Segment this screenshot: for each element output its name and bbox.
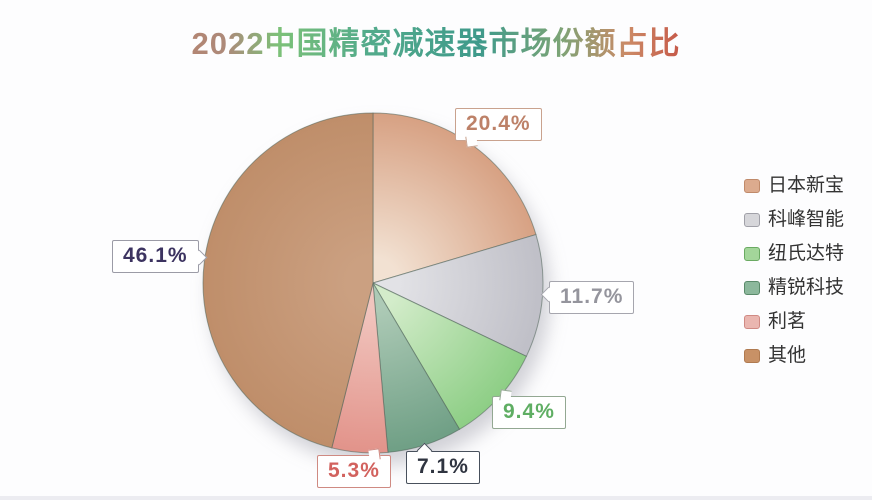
legend-item-2[interactable]: 纽氏达特 [744, 243, 844, 265]
legend-item-5[interactable]: 其他 [744, 345, 844, 367]
chart-title: 2022中国精密减速器市场份额占比 [0, 18, 872, 63]
pie-slice-5[interactable] [202, 112, 374, 449]
legend-item-3[interactable]: 精锐科技 [744, 277, 844, 299]
data-label-3: 7.1% [406, 442, 480, 485]
legend: 日本新宝科峰智能纽氏达特精锐科技利茗其他 [744, 175, 844, 367]
legend-swatch [744, 281, 760, 295]
legend-swatch [744, 179, 760, 193]
legend-swatch [744, 349, 760, 363]
data-label-value: 9.4% [503, 400, 555, 423]
legend-swatch [744, 315, 760, 329]
legend-label: 日本新宝 [768, 175, 845, 196]
data-label-value: 46.1% [123, 244, 188, 267]
legend-item-1[interactable]: 科峰智能 [744, 209, 844, 231]
legend-label: 其他 [768, 345, 807, 366]
legend-label: 纽氏达特 [768, 243, 845, 264]
data-label-2: 9.4% [492, 389, 566, 430]
data-label-4: 5.3% [317, 448, 391, 489]
legend-item-0[interactable]: 日本新宝 [744, 175, 844, 197]
data-label-value: 20.4% [466, 112, 531, 135]
legend-label: 科峰智能 [768, 209, 845, 230]
legend-label: 精锐科技 [768, 277, 845, 298]
legend-swatch [744, 213, 760, 227]
data-label-0: 20.4% [455, 108, 542, 148]
legend-item-4[interactable]: 利茗 [744, 311, 844, 333]
legend-swatch [744, 247, 760, 261]
callout-pointer [499, 389, 512, 402]
data-label-value: 11.7% [560, 285, 624, 308]
data-label-value: 7.1% [417, 455, 469, 478]
pie-slice-0[interactable] [372, 112, 537, 284]
data-label-value: 5.3% [328, 459, 380, 482]
data-label-5: 46.1% [112, 240, 207, 274]
legend-label: 利茗 [768, 311, 807, 332]
data-label-1: 11.7% [540, 281, 635, 315]
callout-pointer [368, 448, 381, 461]
callout-pointer [465, 135, 478, 148]
